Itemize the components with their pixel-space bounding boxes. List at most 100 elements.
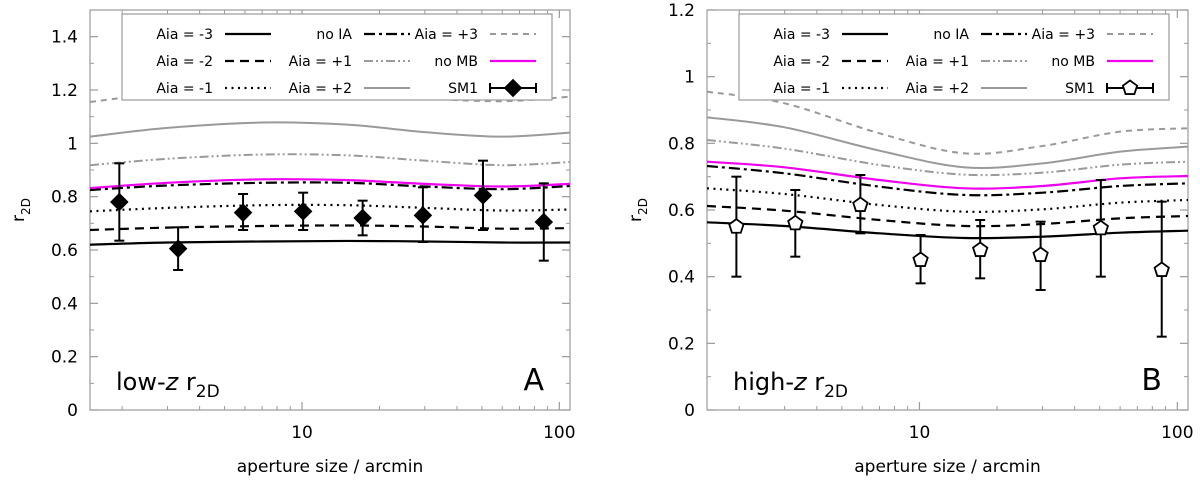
sm1-point <box>1153 261 1170 277</box>
legend-item: Aia = +3 <box>415 27 536 43</box>
legend-box <box>738 13 1170 101</box>
series-line-aia-3 <box>707 221 1188 240</box>
series-line-no-mb <box>707 160 1188 190</box>
panel-label-prefix: high- <box>733 368 794 396</box>
series-line-aia-2 <box>707 204 1188 228</box>
panel-label-sub: 2D <box>196 382 220 402</box>
sm1-points <box>728 174 1170 338</box>
legend-item: Aia = +2 <box>289 81 410 97</box>
sm1-point <box>473 186 493 205</box>
series-line-aia-3 <box>707 90 1188 155</box>
sm1-point <box>972 241 989 257</box>
legend-swatch-marker <box>1121 79 1139 95</box>
x-tick-label: 10 <box>291 423 313 443</box>
sm1-point <box>1092 219 1110 236</box>
legend-item: SM1 <box>448 78 537 98</box>
legend-box <box>121 13 553 101</box>
y-tick-label: 0.6 <box>668 201 695 221</box>
sm1-point <box>110 192 129 212</box>
y-tick-label: 0.6 <box>51 241 78 261</box>
y-tick-label: 1 <box>67 134 78 154</box>
legend-label: Aia = +3 <box>415 27 478 43</box>
sm1-point <box>787 214 804 231</box>
legend-label: no MB <box>434 54 478 70</box>
legend-item: Aia = +1 <box>906 54 1027 70</box>
y-tick-label: 0.8 <box>668 134 695 154</box>
legend-label: no IA <box>933 27 969 43</box>
legend-label: Aia = +1 <box>906 54 969 70</box>
legend-item: Aia = +1 <box>289 54 410 70</box>
panel-label-z: z <box>793 368 808 396</box>
sm1-points <box>110 159 554 271</box>
panel-label-r: r <box>807 368 825 396</box>
legend-label: SM1 <box>1065 81 1095 97</box>
y-tick-label: 0 <box>67 401 78 421</box>
panel-b: 0 0.2 0.4 0.6 0.8 1 1.2 10 100 aperture size / ar… <box>626 1 1194 477</box>
y-tick-label: 1.4 <box>51 28 78 48</box>
y-axis-title: r2D <box>9 198 33 222</box>
series-line-aia-2 <box>90 121 570 138</box>
y-axis-title-main: r <box>9 215 29 222</box>
panel-letter: A <box>523 363 544 398</box>
legend: Aia = -3 Aia = -2 Aia = -1 no IA Aia = +1 Aia… <box>738 13 1170 101</box>
legend-label: Aia = -2 <box>773 54 830 70</box>
legend-item: Aia = +3 <box>1032 27 1153 43</box>
legend-item: no MB <box>1051 54 1153 70</box>
x-tick-label: 100 <box>543 423 575 443</box>
x-tick-label: 10 <box>909 423 931 443</box>
legend-label: Aia = -1 <box>773 81 830 97</box>
series-line-aia-1 <box>90 203 570 213</box>
legend: Aia = -3 Aia = -2 Aia = -1 no IA Aia = +1 Aia… <box>121 13 553 101</box>
legend-label: Aia = -1 <box>156 81 213 97</box>
series-line-aia-2 <box>707 116 1188 169</box>
plot-frame <box>89 9 571 411</box>
series-line-no-mb <box>90 178 570 190</box>
series-line-aia-1 <box>707 187 1188 213</box>
legend-item: Aia = -3 <box>773 27 888 43</box>
x-tick-label: 100 <box>1161 423 1193 443</box>
panel-label-r: r <box>178 368 196 396</box>
legend-item: Aia = -1 <box>773 81 888 97</box>
y-tick-label: 1.2 <box>668 1 695 21</box>
sm1-point <box>912 251 929 267</box>
series-line-aia-1 <box>90 153 570 167</box>
legend-label: Aia = +1 <box>289 54 352 70</box>
series-line-no-ia <box>707 164 1188 197</box>
series-line-aia-3 <box>90 239 570 246</box>
legend-label: Aia = +3 <box>1032 27 1095 43</box>
series-line-no-ia <box>90 181 570 192</box>
y-tick-label: 0.2 <box>668 334 695 354</box>
panel-label-sub: 2D <box>824 382 848 402</box>
legend-item: Aia = -2 <box>156 54 271 70</box>
sm1-point <box>293 202 313 221</box>
y-axis-title-sub: 2D <box>636 198 650 215</box>
y-tick-label: 1.2 <box>51 81 78 101</box>
legend-item: Aia = -1 <box>156 81 271 97</box>
sm1-point <box>353 208 372 228</box>
series-line-aia-2 <box>90 224 570 232</box>
panel-label-prefix: low- <box>116 368 166 396</box>
sm1-point <box>728 218 745 234</box>
panel-label: high-z r2D <box>733 368 848 402</box>
y-tick-label: 0.4 <box>51 294 78 314</box>
sm1-point <box>168 239 188 258</box>
panel-label-z: z <box>165 368 180 396</box>
y-axis-title: r2D <box>626 198 650 222</box>
legend-item: Aia = -2 <box>773 54 888 70</box>
y-tick-label: 0.8 <box>51 188 78 208</box>
legend-label: no MB <box>1051 54 1095 70</box>
x-axis-title: aperture size / arcmin <box>237 457 424 477</box>
sm1-point <box>534 212 554 232</box>
panel-a: 0 0.2 0.4 0.6 0.8 1 1.2 1.4 10 100 aperture size /… <box>9 9 576 477</box>
legend-label: Aia = -3 <box>773 27 830 43</box>
y-tick-label: 0 <box>684 401 695 421</box>
legend-swatch-marker <box>503 78 523 98</box>
series-line-aia-1 <box>707 139 1188 177</box>
y-tick-label: 0.2 <box>51 348 78 368</box>
sm1-point <box>1032 246 1049 262</box>
sm1-point <box>852 196 869 212</box>
series-lines <box>90 86 570 246</box>
series-lines <box>707 90 1188 240</box>
legend-label: Aia = -2 <box>156 54 213 70</box>
y-axis-title-main: r <box>626 215 646 222</box>
